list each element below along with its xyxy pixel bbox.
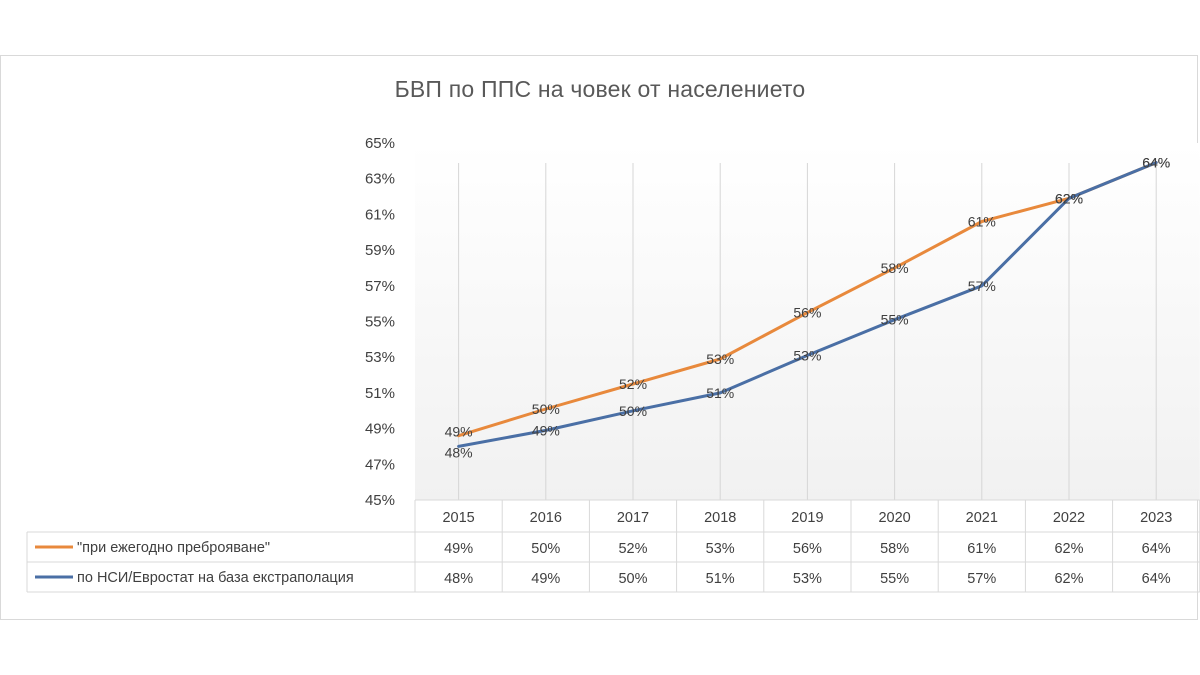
y-tick-label: 49% <box>365 421 395 438</box>
x-tick-label: 2018 <box>704 510 736 526</box>
data-label: 64% <box>1142 155 1170 171</box>
data-label: 50% <box>532 401 560 417</box>
table-cell: 62% <box>1054 571 1083 587</box>
x-tick-label: 2023 <box>1140 510 1172 526</box>
x-tick-label: 2017 <box>617 510 649 526</box>
table-cell: 64% <box>1142 541 1171 557</box>
x-tick-label: 2019 <box>791 510 823 526</box>
y-tick-label: 59% <box>365 242 395 259</box>
table-cell: 56% <box>793 541 822 557</box>
data-label: 58% <box>881 260 909 276</box>
table-cell: 50% <box>618 571 647 587</box>
table-cell: 50% <box>531 541 560 557</box>
data-label: 49% <box>445 424 473 440</box>
x-tick-label: 2015 <box>442 510 474 526</box>
data-label: 62% <box>1055 190 1083 206</box>
y-tick-label: 63% <box>365 171 395 188</box>
table-cell: 53% <box>706 541 735 557</box>
y-tick-label: 51% <box>365 385 395 402</box>
table-cell: 57% <box>967 571 996 587</box>
table-cell: 64% <box>1142 571 1171 587</box>
data-label: 64% <box>1142 155 1170 171</box>
y-tick-label: 57% <box>365 278 395 295</box>
data-label: 49% <box>532 422 560 438</box>
x-tick-label: 2020 <box>878 510 910 526</box>
data-label: 48% <box>445 444 473 460</box>
table-cell: 55% <box>880 571 909 587</box>
data-label: 57% <box>968 278 996 294</box>
x-tick-label: 2016 <box>530 510 562 526</box>
data-label: 62% <box>1055 190 1083 206</box>
table-cell: 49% <box>531 571 560 587</box>
chart-title: БВП по ППС на човек от населението <box>394 76 806 102</box>
table-cell: 58% <box>880 541 909 557</box>
legend-entry: "при ежегодно преброяване" <box>77 540 270 556</box>
table-cell: 48% <box>444 571 473 587</box>
table-cell: 51% <box>706 571 735 587</box>
y-tick-label: 55% <box>365 314 395 331</box>
y-tick-label: 53% <box>365 349 395 366</box>
data-label: 61% <box>968 214 996 230</box>
y-tick-label: 65% <box>365 135 395 152</box>
data-label: 50% <box>619 403 647 419</box>
data-label: 53% <box>706 351 734 367</box>
series-line <box>457 161 1158 438</box>
data-label: 55% <box>881 312 909 328</box>
table-cell: 49% <box>444 541 473 557</box>
table-cell: 62% <box>1054 541 1083 557</box>
table-cell: 52% <box>618 541 647 557</box>
data-label: 51% <box>706 385 734 401</box>
y-tick-label: 61% <box>365 206 395 223</box>
x-tick-label: 2022 <box>1053 510 1085 526</box>
data-label: 56% <box>793 305 821 321</box>
series-line <box>457 161 1158 448</box>
table-cell: 53% <box>793 571 822 587</box>
legend-entry: по НСИ/Евростат на база екстраполация <box>77 570 354 586</box>
data-label: 53% <box>793 347 821 363</box>
data-label: 52% <box>619 376 647 392</box>
y-tick-label: 45% <box>365 492 395 509</box>
table-cell: 61% <box>967 541 996 557</box>
y-tick-label: 47% <box>365 456 395 473</box>
x-tick-label: 2021 <box>966 510 998 526</box>
